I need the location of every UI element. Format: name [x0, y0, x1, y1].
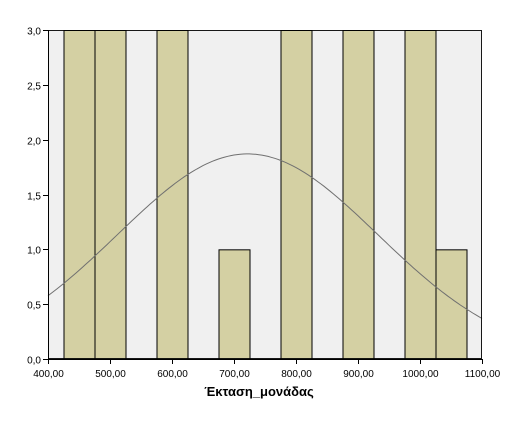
histogram-bar-3 — [156, 30, 189, 360]
x-tick-label: 700,00 — [219, 369, 250, 380]
normal-curve — [47, 153, 483, 319]
x-tick-label: 900,00 — [343, 369, 374, 380]
x-tick-label: 400,00 — [33, 369, 64, 380]
histogram-bar-5 — [280, 30, 313, 360]
y-tick-label: 1,0 — [27, 246, 41, 257]
y-tick-label: 1,5 — [27, 192, 41, 203]
x-axis-title: Έκταση_μονάδας — [204, 384, 314, 399]
y-tick-label: 2,0 — [27, 137, 41, 148]
x-tick-label: 1100,00 — [465, 369, 501, 380]
y-ticks: 0,0 0,5 1,0 1,5 2,0 2,5 3,0 — [27, 27, 48, 367]
histogram-bar-2 — [94, 30, 127, 360]
x-tick-label: 800,00 — [281, 369, 312, 380]
y-tick-label: 0,5 — [27, 301, 41, 312]
x-tick-label: 600,00 — [157, 369, 188, 380]
plot-frame — [48, 30, 482, 359]
y-tick-label: 0,0 — [27, 356, 41, 367]
histogram-bar-1 — [63, 30, 96, 360]
y-tick-label: 2,5 — [27, 82, 41, 93]
histogram-bar-7 — [404, 30, 437, 360]
histogram-bar-4 — [218, 249, 251, 360]
x-tick-label: 1000,00 — [402, 369, 439, 380]
histogram-bar-8 — [435, 249, 468, 360]
y-tick-label: 3,0 — [27, 27, 41, 38]
histogram-bar-6 — [342, 30, 375, 360]
x-ticks: 400,00 500,00 600,00 700,00 800,00 900,00 1000… — [33, 359, 501, 380]
bars-layer — [63, 30, 468, 360]
x-tick-label: 500,00 — [95, 369, 126, 380]
